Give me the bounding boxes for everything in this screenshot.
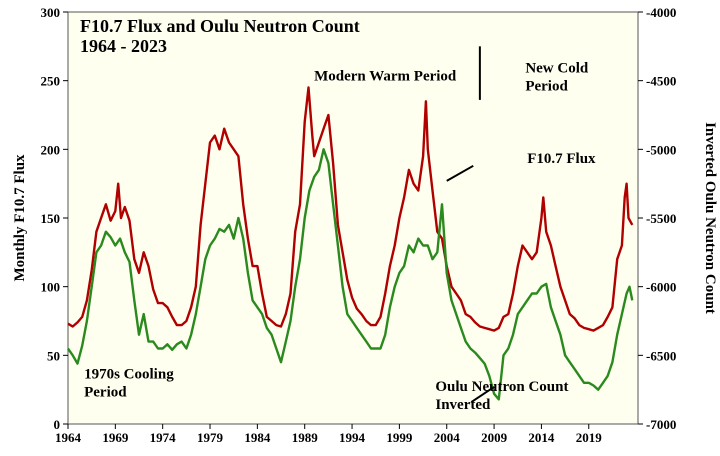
y-left-tick-label: 100 — [41, 280, 61, 295]
x-tick-label: 1984 — [244, 430, 271, 445]
axes: 1964 1969 1974 1979 1984 1989 1994 1999 2004 2009… — [12, 5, 718, 445]
x-tick-label: 2009 — [481, 430, 508, 445]
marks — [446, 46, 495, 403]
x-tick-label: 1979 — [197, 430, 224, 445]
x-tick-label: 2014 — [528, 430, 555, 445]
annotation-label: Period — [525, 78, 568, 94]
series-line-f107-flux — [67, 86, 634, 332]
annotation-pointer — [470, 386, 495, 403]
x-tick-label: 2019 — [576, 430, 603, 445]
y-right-axis-title: Inverted Oulu Neutron Count — [702, 122, 718, 314]
series-line-oulu-neutron — [67, 148, 634, 401]
annotation-label: Inverted — [435, 397, 491, 413]
annotation-label: 1970s Cooling — [84, 367, 174, 383]
x-tick-label: 2004 — [434, 430, 461, 445]
x-tick-label: 1989 — [292, 430, 319, 445]
x-tick-label: 1999 — [386, 430, 413, 445]
x-tick-label: 1994 — [339, 430, 366, 445]
y-right-tick-label: -6000 — [646, 280, 676, 295]
y-right-tick-label: -5000 — [646, 142, 676, 157]
chart-title: 1964 - 2023 — [80, 36, 167, 56]
y-left-tick-label: 250 — [41, 74, 61, 89]
y-right-tick-label: -7000 — [646, 417, 676, 432]
y-left-tick-label: 50 — [47, 348, 60, 363]
y-right-tick-label: -5500 — [646, 211, 676, 226]
x-tick-label: 1964 — [55, 430, 82, 445]
annotation-label: New Cold — [525, 60, 589, 76]
y-left-tick-label: 0 — [54, 417, 61, 432]
y-left-tick-label: 150 — [41, 211, 61, 226]
annotation-label: F10.7 Flux — [527, 151, 596, 167]
y-left-axis-title: Monthly F10.7 Flux — [12, 154, 28, 282]
annotation-label: Oulu Neutron Count — [435, 379, 568, 395]
chart-title: F10.7 Flux and Oulu Neutron Count — [80, 16, 360, 36]
y-left-tick-label: 300 — [41, 5, 61, 20]
plot-background — [68, 12, 638, 424]
y-left-tick-label: 200 — [41, 142, 61, 157]
y-right-tick-label: -4500 — [646, 74, 676, 89]
y-right-tick-label: -4000 — [646, 5, 676, 20]
annotation-label: Period — [84, 385, 127, 401]
annotation-pointer — [446, 164, 474, 182]
x-tick-label: 1969 — [102, 430, 129, 445]
y-right-tick-label: -6500 — [646, 348, 676, 363]
x-tick-label: 1974 — [150, 430, 177, 445]
series — [67, 86, 634, 401]
annotation-label: Modern Warm Period — [314, 69, 457, 85]
